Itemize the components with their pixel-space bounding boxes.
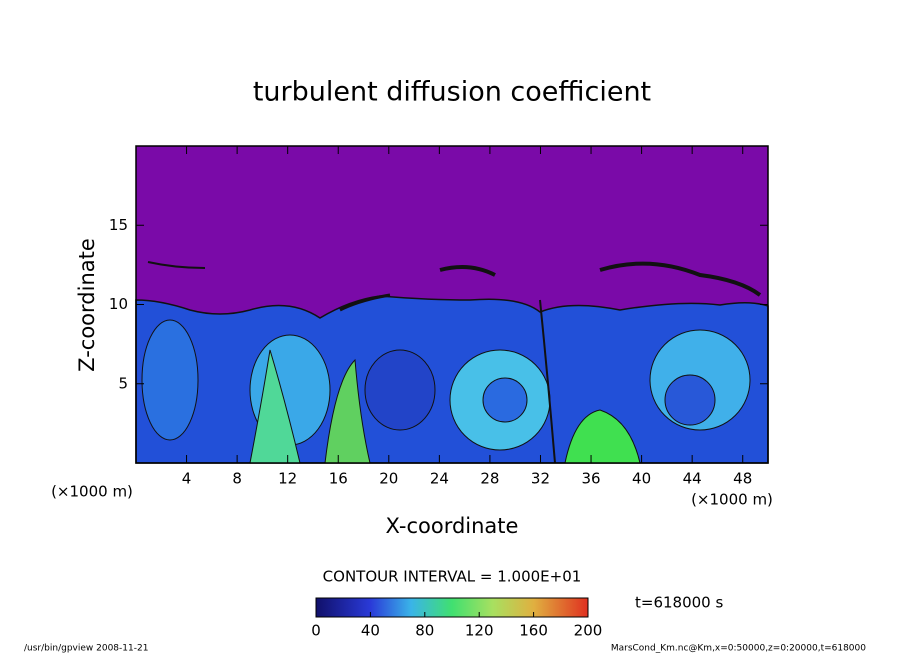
colorbar-tick-label: 40 bbox=[361, 622, 380, 640]
colorbar-tick-label: 0 bbox=[311, 622, 321, 640]
footer-left: /usr/bin/gpview 2008-11-21 bbox=[24, 644, 148, 654]
colorbar bbox=[315, 597, 589, 618]
x-tick-label: 36 bbox=[581, 470, 600, 488]
x-tick-label: 28 bbox=[480, 470, 499, 488]
x-tick-label: 4 bbox=[182, 470, 192, 488]
colorbar-tick-label: 80 bbox=[415, 622, 434, 640]
footer-right: MarsCond_Km.nc@Km,x=0:50000,z=0:20000,t=… bbox=[611, 644, 866, 654]
x-tick-label: 32 bbox=[531, 470, 550, 488]
time-label: t=618000 s bbox=[635, 594, 723, 612]
x-tick-label: 20 bbox=[379, 470, 398, 488]
y-axis-label: Z-coordinate bbox=[75, 238, 99, 372]
x-tick-label: 48 bbox=[733, 470, 752, 488]
x-tick-label: 16 bbox=[329, 470, 348, 488]
y-tick-label: 5 bbox=[118, 374, 128, 392]
x-unit: (×1000 m) bbox=[691, 491, 773, 509]
x-tick-label: 40 bbox=[632, 470, 651, 488]
y-tick-label: 10 bbox=[109, 295, 128, 313]
colorbar-tick-label: 120 bbox=[465, 622, 494, 640]
field bbox=[135, 146, 769, 464]
chart-title: turbulent diffusion coefficient bbox=[253, 77, 651, 108]
y-unit: (×1000 m) bbox=[51, 483, 133, 501]
colorbar-tick-label: 160 bbox=[519, 622, 548, 640]
x-axis-label: X-coordinate bbox=[386, 514, 519, 538]
x-tick-label: 12 bbox=[278, 470, 297, 488]
x-tick-label: 44 bbox=[683, 470, 702, 488]
x-tick-label: 24 bbox=[430, 470, 449, 488]
x-tick-label: 8 bbox=[232, 470, 242, 488]
contour-interval: CONTOUR INTERVAL = 1.000E+01 bbox=[323, 568, 582, 586]
colorbar-tick-label: 200 bbox=[574, 622, 603, 640]
y-tick-label: 15 bbox=[109, 216, 128, 234]
